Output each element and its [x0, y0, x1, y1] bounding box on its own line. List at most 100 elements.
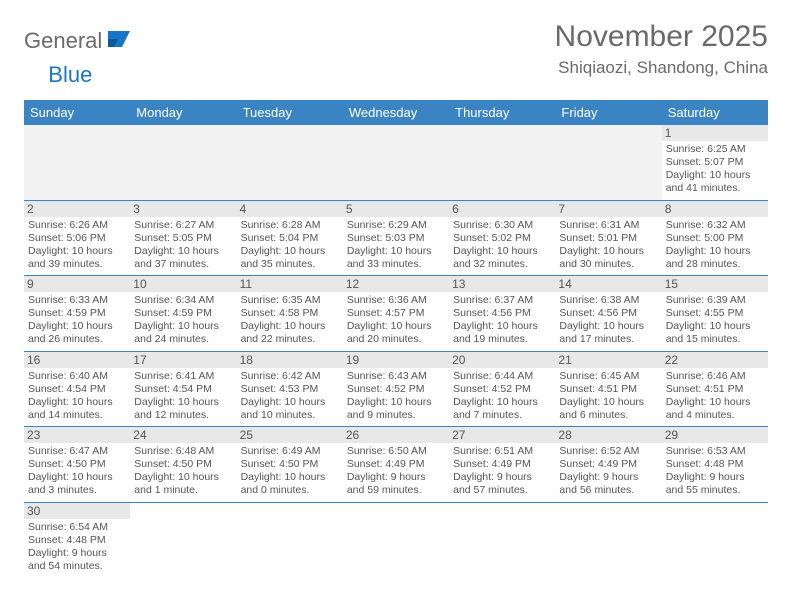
day-number: 23 [24, 427, 130, 443]
weekday-header: Sunday [24, 100, 130, 125]
daylight-line: Daylight: 10 hours and 30 minutes. [559, 245, 657, 271]
day-number: 9 [24, 276, 130, 292]
day-number: 15 [662, 276, 768, 292]
day-number: 1 [662, 125, 768, 141]
sunset-line: Sunset: 5:05 PM [134, 232, 232, 245]
sunrise-line: Sunrise: 6:52 AM [559, 445, 657, 458]
day-cell: 20 Sunrise: 6:44 AMSunset: 4:52 PMDayligh… [449, 351, 555, 427]
sunset-line: Sunset: 4:49 PM [347, 458, 445, 471]
sunrise-line: Sunrise: 6:50 AM [347, 445, 445, 458]
sunrise-line: Sunrise: 6:30 AM [453, 219, 551, 232]
day-cell: 15Sunrise: 6:39 AMSunset: 4:55 PMDayligh… [662, 276, 768, 352]
day-number: 29 [662, 427, 768, 443]
brand-logo: General [24, 20, 136, 54]
empty-cell [449, 125, 555, 200]
sunrise-line: Sunrise: 6:45 AM [559, 370, 657, 383]
day-number: 30 [24, 503, 130, 519]
daylight-line: Daylight: 10 hours and 26 minutes. [28, 320, 126, 346]
sunset-line: Sunset: 4:59 PM [28, 307, 126, 320]
brand-part-2: Blue [48, 62, 92, 88]
weekday-header: Saturday [662, 100, 768, 125]
sunset-line: Sunset: 4:50 PM [28, 458, 126, 471]
sunset-line: Sunset: 4:58 PM [241, 307, 339, 320]
sunrise-line: Sunrise: 6:44 AM [453, 370, 551, 383]
sunrise-line: Sunrise: 6:31 AM [559, 219, 657, 232]
day-cell: 6Sunrise: 6:30 AMSunset: 5:02 PMDaylight… [449, 200, 555, 276]
day-cell: 5Sunrise: 6:29 AMSunset: 5:03 PMDaylight… [343, 200, 449, 276]
daylight-line: Daylight: 10 hours and 3 minutes. [28, 471, 126, 497]
daylight-line: Daylight: 10 hours and 4 minutes. [666, 396, 764, 422]
day-cell: 2Sunrise: 6:26 AMSunset: 5:06 PMDaylight… [24, 200, 130, 276]
day-number: 22 [662, 352, 768, 368]
day-cell: 1Sunrise: 6:25 AMSunset: 5:07 PMDaylight… [662, 125, 768, 200]
sunset-line: Sunset: 5:01 PM [559, 232, 657, 245]
day-number: 26 [343, 427, 449, 443]
daylight-line: Daylight: 10 hours and 6 minutes. [559, 396, 657, 422]
day-cell: 3Sunrise: 6:27 AMSunset: 5:05 PMDaylight… [130, 200, 236, 276]
sunrise-line: Sunrise: 6:34 AM [134, 294, 232, 307]
calendar-body: 1Sunrise: 6:25 AMSunset: 5:07 PMDaylight… [24, 125, 768, 577]
sunset-line: Sunset: 4:51 PM [666, 383, 764, 396]
daylight-line: Daylight: 10 hours and 20 minutes. [347, 320, 445, 346]
day-number: 18 [237, 352, 343, 368]
calendar-table: SundayMondayTuesdayWednesdayThursdayFrid… [24, 100, 768, 577]
day-number: 12 [343, 276, 449, 292]
empty-cell [343, 502, 449, 577]
empty-cell [237, 125, 343, 200]
day-cell: 29Sunrise: 6:53 AMSunset: 4:48 PMDayligh… [662, 427, 768, 503]
day-number: 20 [449, 352, 555, 368]
day-number: 28 [555, 427, 661, 443]
sunrise-line: Sunrise: 6:49 AM [241, 445, 339, 458]
day-number: 17 [130, 352, 236, 368]
weekday-header: Friday [555, 100, 661, 125]
sunrise-line: Sunrise: 6:48 AM [134, 445, 232, 458]
calendar-row: 1Sunrise: 6:25 AMSunset: 5:07 PMDaylight… [24, 125, 768, 200]
day-number: 8 [662, 201, 768, 217]
sunrise-line: Sunrise: 6:36 AM [347, 294, 445, 307]
day-cell: 24Sunrise: 6:48 AMSunset: 4:50 PMDayligh… [130, 427, 236, 503]
calendar-row: 2Sunrise: 6:26 AMSunset: 5:06 PMDaylight… [24, 200, 768, 276]
sunset-line: Sunset: 4:52 PM [453, 383, 551, 396]
daylight-line: Daylight: 10 hours and 10 minutes. [241, 396, 339, 422]
day-cell: 12Sunrise: 6:36 AMSunset: 4:57 PMDayligh… [343, 276, 449, 352]
sunset-line: Sunset: 5:02 PM [453, 232, 551, 245]
daylight-line: Daylight: 10 hours and 22 minutes. [241, 320, 339, 346]
sunrise-line: Sunrise: 6:35 AM [241, 294, 339, 307]
day-cell: 17Sunrise: 6:41 AMSunset: 4:54 PMDayligh… [130, 351, 236, 427]
day-cell: 19Sunrise: 6:43 AMSunset: 4:52 PMDayligh… [343, 351, 449, 427]
day-cell: 11Sunrise: 6:35 AMSunset: 4:58 PMDayligh… [237, 276, 343, 352]
sunset-line: Sunset: 5:03 PM [347, 232, 445, 245]
sunrise-line: Sunrise: 6:26 AM [28, 219, 126, 232]
day-cell: 25Sunrise: 6:49 AMSunset: 4:50 PMDayligh… [237, 427, 343, 503]
daylight-line: Daylight: 10 hours and 39 minutes. [28, 245, 126, 271]
daylight-line: Daylight: 10 hours and 19 minutes. [453, 320, 551, 346]
calendar-row: 16Sunrise: 6:40 AMSunset: 4:54 PMDayligh… [24, 351, 768, 427]
day-number: 16 [24, 352, 130, 368]
day-cell: 30Sunrise: 6:54 AMSunset: 4:48 PMDayligh… [24, 502, 130, 577]
empty-cell [130, 125, 236, 200]
daylight-line: Daylight: 10 hours and 7 minutes. [453, 396, 551, 422]
sunset-line: Sunset: 5:07 PM [666, 156, 764, 169]
empty-cell [130, 502, 236, 577]
sunset-line: Sunset: 4:48 PM [28, 534, 126, 547]
empty-cell [343, 125, 449, 200]
daylight-line: Daylight: 10 hours and 14 minutes. [28, 396, 126, 422]
day-cell: 23Sunrise: 6:47 AMSunset: 4:50 PMDayligh… [24, 427, 130, 503]
sunrise-line: Sunrise: 6:43 AM [347, 370, 445, 383]
day-cell: 4Sunrise: 6:28 AMSunset: 5:04 PMDaylight… [237, 200, 343, 276]
day-number: 6 [449, 201, 555, 217]
calendar-row: 30Sunrise: 6:54 AMSunset: 4:48 PMDayligh… [24, 502, 768, 577]
day-cell: 13Sunrise: 6:37 AMSunset: 4:56 PMDayligh… [449, 276, 555, 352]
daylight-line: Daylight: 10 hours and 33 minutes. [347, 245, 445, 271]
title-block: November 2025 Shiqiaozi, Shandong, China [555, 20, 768, 78]
daylight-line: Daylight: 10 hours and 17 minutes. [559, 320, 657, 346]
flag-icon [108, 29, 134, 54]
sunset-line: Sunset: 4:48 PM [666, 458, 764, 471]
daylight-line: Daylight: 10 hours and 28 minutes. [666, 245, 764, 271]
sunrise-line: Sunrise: 6:33 AM [28, 294, 126, 307]
sunrise-line: Sunrise: 6:54 AM [28, 521, 126, 534]
sunrise-line: Sunrise: 6:32 AM [666, 219, 764, 232]
daylight-line: Daylight: 10 hours and 0 minutes. [241, 471, 339, 497]
sunset-line: Sunset: 4:49 PM [559, 458, 657, 471]
day-cell: 14Sunrise: 6:38 AMSunset: 4:56 PMDayligh… [555, 276, 661, 352]
